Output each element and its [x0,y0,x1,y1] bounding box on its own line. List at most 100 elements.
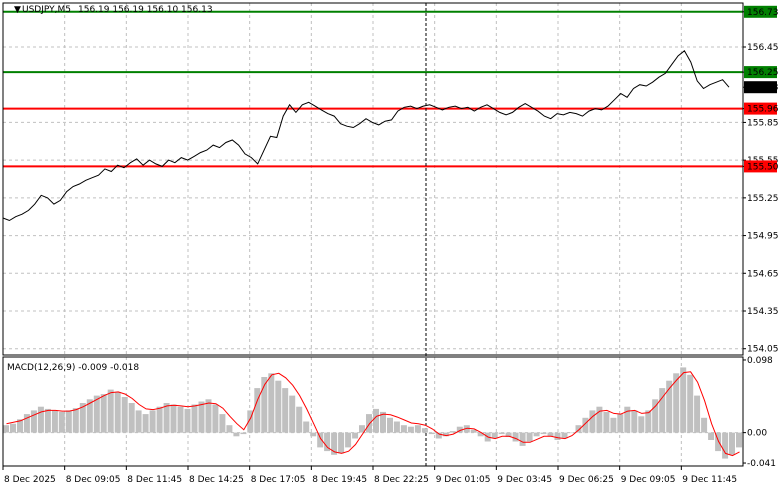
macd-histogram-bar [163,403,170,433]
macd-histogram-bar [561,432,568,439]
macd-histogram-bar [470,429,477,433]
price-line [2,50,730,222]
macd-histogram-bar [638,416,645,433]
macd-histogram-bar [512,432,519,442]
price-axis-label: 156.45 [747,43,779,53]
macd-histogram-bar [414,425,421,433]
macd-histogram-bar [142,414,149,433]
macd-signal-line [6,371,740,457]
macd-histogram-bar [547,432,554,437]
macd-histogram-bar [526,432,533,442]
macd-layer [3,367,742,459]
time-axis-label: 9 Dec 06:25 [559,475,614,485]
macd-histogram-bar [226,425,233,433]
macd-histogram-bar [107,389,114,433]
macd-histogram-bar [254,388,261,433]
macd-histogram-bar [191,404,198,433]
price-axis-label: 156.25 [747,68,779,78]
price-axis-label: 155.96 [747,105,779,115]
macd-histogram-bar [219,414,226,433]
time-axis-label: 8 Dec 22:25 [374,475,429,485]
macd-histogram-bar [268,373,275,433]
macd-histogram-bar [324,432,331,452]
macd-histogram-bar [352,432,359,439]
macd-histogram-bar [442,432,449,437]
macd-axis-label: 0.098 [747,356,773,366]
macd-axis-label: 0.00 [747,429,767,439]
macd-histogram-bar [51,410,58,433]
macd-histogram-bar [275,380,282,433]
macd-histogram-bar [652,399,659,433]
macd-histogram-bar [198,401,205,433]
macd-histogram-bar [233,432,240,437]
time-axis-label: 8 Dec 11:45 [127,475,182,485]
macd-histogram-bar [519,432,526,446]
macd-histogram-bar [184,408,191,433]
macd-histogram-bar [645,410,652,433]
macd-histogram-bar [170,404,177,433]
macd-histogram-bar [610,417,617,433]
macd-histogram-bar [86,399,93,433]
time-axis-label: 8 Dec 14:25 [189,475,244,485]
green-level-badge [744,5,777,18]
price-axis-label: 154.05 [747,345,779,355]
macd-histogram-bar [205,399,212,433]
macd-histogram-bar [310,432,317,437]
macd-histogram-bar [261,377,268,433]
red-level-badge [744,102,777,115]
symbol-label: USDJPY,M5 [22,5,71,15]
time-axis-label: 8 Dec 2025 [4,475,56,485]
time-axis-label: 9 Dec 09:05 [621,475,676,485]
macd-histogram-bar [17,419,23,433]
macd-histogram-bar [135,410,142,433]
macd-histogram-bar [596,406,603,433]
macd-histogram-bar [624,406,631,433]
macd-histogram-bar [317,432,324,448]
macd-histogram-bar [3,425,9,433]
macd-histogram-bar [282,388,289,433]
macd-histogram-bar [428,432,435,435]
macd-histogram-bar [498,432,505,435]
macd-histogram-bar [694,395,701,433]
macd-histogram-bar [177,406,184,433]
macd-histogram-bar [680,367,687,433]
macd-histogram-bar [23,414,30,433]
macd-histogram-bar [338,432,345,454]
macd-histogram-bar [37,406,44,433]
macd-histogram-bar [44,408,51,433]
macd-histogram-bar [421,428,428,433]
time-axis-label: 8 Dec 17:05 [251,475,306,485]
time-axis-label: 8 Dec 19:45 [312,475,367,485]
macd-histogram-bar [631,410,638,433]
macd-histogram-bar [121,397,128,433]
macd-histogram-bar [736,432,742,448]
macd-histogram-bar [128,403,135,433]
macd-histogram-bar [708,432,715,440]
macd-histogram-bar [387,417,393,433]
macd-histogram-bar [100,394,107,433]
price-layer [2,3,730,466]
macd-histogram-bar [659,388,666,433]
macd-histogram-bar [373,408,379,433]
macd-histogram-bar [331,432,338,455]
macd-histogram-bar [603,411,610,433]
macd-histogram-bar [247,410,254,433]
macd-histogram-bar [617,414,624,433]
green-level-badge [744,66,777,79]
ohlc-label: 156.19 156.19 156.10 156.13 [78,5,213,15]
price-axis-label: 155.25 [747,194,779,204]
price-axis-label: 156.13 [747,83,779,93]
macd-histogram-bar [393,421,400,433]
macd-histogram-bar [533,432,540,437]
macd-histogram-bar [30,410,37,433]
time-axis-label: 9 Dec 11:45 [682,475,737,485]
macd-histogram-bar [65,410,72,433]
macd-histogram-bar [554,432,561,440]
macd-histogram-bar [149,410,156,433]
header-arrow-icon[interactable]: ▼ [14,5,21,15]
macd-histogram-bar [673,373,680,433]
time-axis-label: 8 Dec 09:05 [66,475,121,485]
macd-histogram-bar [582,417,589,433]
